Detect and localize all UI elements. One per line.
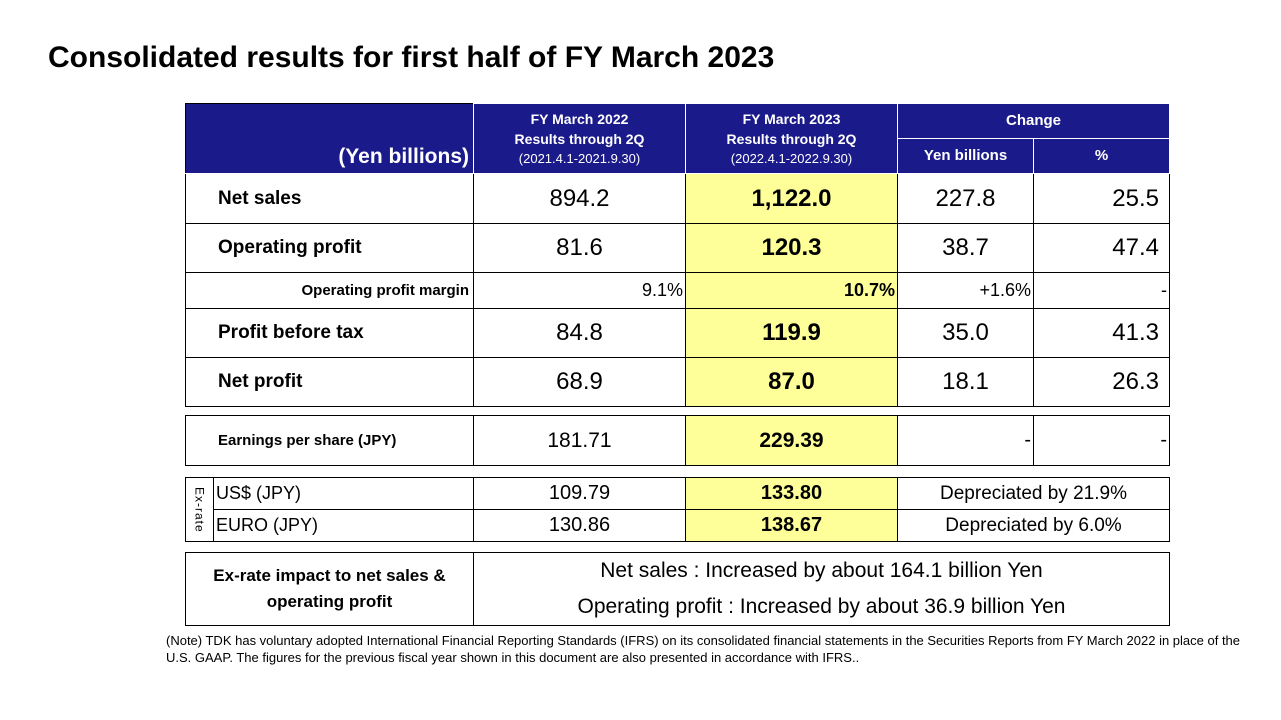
fy2023-subtitle: Results through 2Q <box>726 130 857 147</box>
cell-change-pct: 47.4 <box>1032 223 1171 273</box>
cell-fy2023: 119.9 <box>685 308 898 358</box>
table-row: EURO (JPY) 130.86 138.67 Depreciated by … <box>186 509 1170 542</box>
table-row: Profit before tax 84.8 119.9 35.0 41.3 <box>185 308 1171 358</box>
eps-change-pct: - <box>1033 415 1170 466</box>
table-row: Operating profit 81.6 120.3 38.7 47.4 <box>185 223 1171 273</box>
fy2023-header: FY March 2023 Results through 2Q (2022.4… <box>685 103 898 174</box>
table-row: Net sales 894.2 1,122.0 227.8 25.5 <box>185 173 1171 224</box>
impact-line-net-sales: Net sales : Increased by about 164.1 bil… <box>600 559 1043 582</box>
fy2022-header: FY March 2022 Results through 2Q (2021.4… <box>473 103 686 174</box>
exrate-change: Depreciated by 21.9% <box>897 477 1170 510</box>
exrate-fy2022: 130.86 <box>473 509 686 542</box>
exrate-label: EURO (JPY) <box>213 509 474 542</box>
eps-fy2022: 181.71 <box>473 415 686 466</box>
fy2022-title: FY March 2022 <box>530 110 629 127</box>
eps-change-yen: - <box>897 415 1034 466</box>
fy2023-title: FY March 2023 <box>742 110 841 127</box>
table-row: Ex-rate US$ (JPY) 109.79 133.80 Deprecia… <box>185 477 1170 542</box>
fy2022-subtitle: Results through 2Q <box>514 130 645 147</box>
impact-text: Net sales : Increased by about 164.1 bil… <box>473 552 1170 626</box>
impact-label: Ex-rate impact to net sales & operating … <box>185 552 474 626</box>
row-label: Profit before tax <box>185 308 474 358</box>
cell-fy2023: 120.3 <box>685 223 898 273</box>
exrate-tag: Ex-rate <box>185 477 214 542</box>
fy2023-period: (2022.4.1-2022.9.30) <box>730 150 853 166</box>
cell-change-pct: 26.3 <box>1032 357 1171 407</box>
cell-change-pct: - <box>1032 272 1171 309</box>
eps-table: Earnings per share (JPY) 181.71 229.39 -… <box>185 415 1170 466</box>
cell-fy2022: 894.2 <box>473 173 686 224</box>
table-row: Operating profit margin 9.1% 10.7% +1.6%… <box>185 272 1171 309</box>
cell-fy2023: 87.0 <box>685 357 898 407</box>
cell-fy2023: 1,122.0 <box>685 173 898 224</box>
cell-fy2023: 10.7% <box>685 272 898 309</box>
change-yen-header: Yen billions <box>897 138 1034 174</box>
exrate-change: Depreciated by 6.0% <box>897 509 1170 542</box>
eps-label: Earnings per share (JPY) <box>185 415 474 466</box>
row-label: Net profit <box>185 357 474 407</box>
change-pct-header: % <box>1032 138 1171 174</box>
exrate-table: Ex-rate US$ (JPY) 109.79 133.80 Deprecia… <box>185 477 1170 542</box>
change-header: Change <box>896 103 1171 139</box>
cell-fy2022: 9.1% <box>473 272 686 309</box>
exrate-fy2023: 138.67 <box>685 509 898 542</box>
cell-fy2022: 68.9 <box>473 357 686 407</box>
cell-fy2022: 84.8 <box>473 308 686 358</box>
table-row: Ex-rate impact to net sales & operating … <box>185 552 1170 626</box>
row-label: Operating profit margin <box>185 272 474 309</box>
exrate-fy2022: 109.79 <box>473 477 686 510</box>
exrate-label: US$ (JPY) <box>213 477 474 510</box>
table-row: Earnings per share (JPY) 181.71 229.39 -… <box>185 415 1170 466</box>
eps-fy2023: 229.39 <box>685 415 898 466</box>
exrate-fy2023: 133.80 <box>685 477 898 510</box>
footnote: (Note) TDK has voluntary adopted Interna… <box>166 633 1241 665</box>
row-label: Net sales <box>185 173 474 224</box>
fy2022-period: (2021.4.1-2021.9.30) <box>518 150 641 166</box>
cell-change-pct: 25.5 <box>1032 173 1171 224</box>
table-row: Net profit 68.9 87.0 18.1 26.3 <box>185 357 1171 407</box>
cell-change-yen: 38.7 <box>897 223 1034 273</box>
impact-line-operating-profit: Operating profit : Increased by about 36… <box>577 595 1066 618</box>
cell-change-pct: 41.3 <box>1032 308 1171 358</box>
cell-fy2022: 81.6 <box>473 223 686 273</box>
cell-change-yen: 35.0 <box>897 308 1034 358</box>
cell-change-yen: 18.1 <box>897 357 1034 407</box>
cell-change-yen: +1.6% <box>897 272 1034 309</box>
impact-table: Ex-rate impact to net sales & operating … <box>185 552 1170 626</box>
cell-change-yen: 227.8 <box>897 173 1034 224</box>
unit-label: (Yen billions) <box>185 103 474 174</box>
results-table: (Yen billions) FY March 2022 Results thr… <box>185 103 1171 407</box>
page-title: Consolidated results for first half of F… <box>48 41 775 74</box>
row-label: Operating profit <box>185 223 474 273</box>
